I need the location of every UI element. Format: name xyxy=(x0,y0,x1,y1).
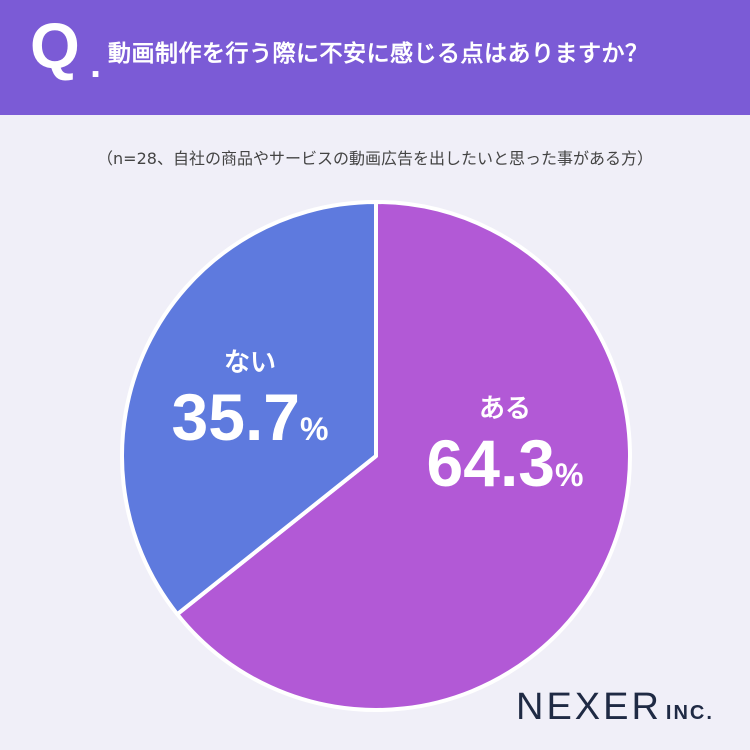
slice-value-unit-aru: % xyxy=(555,457,584,493)
q-dot: . xyxy=(90,42,102,86)
slice-value-number-aru: 64.3 xyxy=(426,426,555,500)
sample-note: （n=28、自社の商品やサービスの動画広告を出したいと思った事がある方） xyxy=(97,149,653,168)
slice-value-number-nai: 35.7 xyxy=(171,380,300,454)
slice-value-aru: 64.3% xyxy=(400,430,610,496)
slice-label-nai: ない 35.7% xyxy=(150,350,350,450)
nexer-logo: NEXER INC. xyxy=(516,688,714,726)
logo-main: NEXER xyxy=(516,686,662,728)
question-title: 動画制作を行う際に不安に感じる点はありますか？ xyxy=(108,41,649,67)
slice-label-aru: ある 64.3% xyxy=(400,396,610,496)
slice-value-nai: 35.7% xyxy=(150,384,350,450)
slice-value-unit-nai: % xyxy=(300,411,329,447)
slice-name-nai: ない xyxy=(223,348,276,378)
slice-name-aru: ある xyxy=(478,394,531,424)
pie-slice-aru xyxy=(175,200,632,712)
pie-slice-nai xyxy=(120,200,378,617)
header-banner: Q . 動画制作を行う際に不安に感じる点はありますか？ xyxy=(0,0,750,115)
logo-inc: INC. xyxy=(665,702,714,724)
q-mark: Q xyxy=(30,10,80,82)
